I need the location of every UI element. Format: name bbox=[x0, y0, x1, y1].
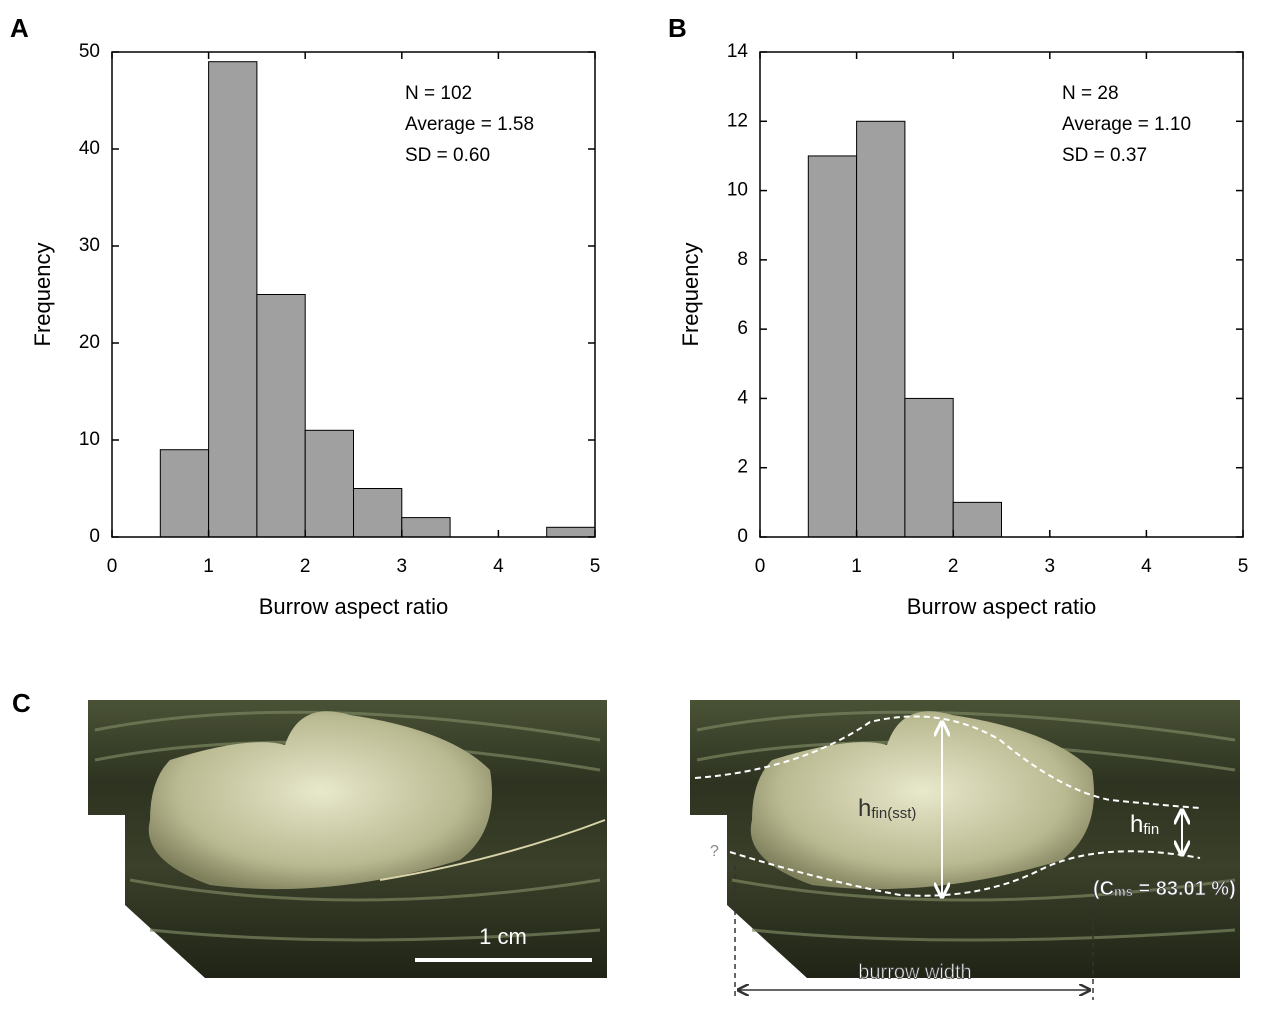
x-tick-label: 3 bbox=[397, 556, 408, 577]
y-axis-label: Frequency bbox=[30, 243, 55, 347]
h-fin-sst-label: hfin(sst) bbox=[858, 795, 916, 822]
x-tick-label: 5 bbox=[1238, 556, 1249, 577]
c-open: (C bbox=[1093, 878, 1114, 900]
y-tick-label: 10 bbox=[727, 180, 748, 201]
h-sub: fin bbox=[1143, 821, 1159, 838]
c-ms-label: (Cms = 83.01 %) bbox=[1093, 878, 1236, 900]
bar bbox=[807, 155, 858, 538]
x-axis-label: Burrow aspect ratio bbox=[259, 594, 449, 619]
annotation: Average = 1.58 bbox=[405, 114, 534, 135]
y-tick-label: 30 bbox=[79, 235, 100, 256]
annotation: SD = 0.60 bbox=[405, 145, 490, 166]
photo-left bbox=[88, 700, 607, 978]
c-sub: ms bbox=[1114, 884, 1133, 899]
x-tick-label: 3 bbox=[1045, 556, 1056, 577]
y-tick-label: 14 bbox=[727, 41, 749, 62]
y-tick-label: 4 bbox=[737, 387, 748, 408]
bar bbox=[904, 397, 954, 538]
y-tick-label: 8 bbox=[737, 249, 748, 270]
y-axis-label: Frequency bbox=[678, 243, 703, 347]
x-tick-label: 4 bbox=[1141, 556, 1152, 577]
y-tick-label: 20 bbox=[79, 332, 100, 353]
h-sub: fin(sst) bbox=[871, 805, 916, 822]
plot-frame bbox=[111, 51, 596, 538]
bar bbox=[353, 488, 403, 538]
y-tick-label: 6 bbox=[737, 318, 748, 339]
x-tick-label: 5 bbox=[590, 556, 601, 577]
scale-bar-label: 1 cm bbox=[479, 924, 527, 949]
y-tick-label: 0 bbox=[737, 526, 748, 547]
burrow-width-label: burrow width bbox=[858, 961, 971, 983]
annotation: N = 102 bbox=[405, 83, 472, 104]
bar bbox=[401, 517, 451, 538]
c-rest: = 83.01 %) bbox=[1133, 878, 1236, 900]
y-tick-label: 2 bbox=[737, 457, 748, 478]
panel-label: B bbox=[668, 13, 687, 43]
bar bbox=[856, 120, 906, 538]
bar bbox=[304, 429, 355, 538]
x-tick-label: 4 bbox=[493, 556, 504, 577]
y-tick-label: 0 bbox=[89, 526, 100, 547]
bar bbox=[208, 61, 258, 538]
x-tick-label: 0 bbox=[107, 556, 118, 577]
x-tick-label: 2 bbox=[948, 556, 959, 577]
y-tick-label: 10 bbox=[79, 429, 100, 450]
bar bbox=[159, 449, 210, 538]
y-tick-label: 40 bbox=[79, 138, 100, 159]
x-tick-label: 1 bbox=[203, 556, 214, 577]
x-tick-label: 0 bbox=[755, 556, 766, 577]
y-tick-label: 12 bbox=[727, 110, 748, 131]
bar bbox=[546, 526, 596, 538]
photo-right bbox=[690, 700, 1240, 1000]
panel-label: C bbox=[12, 688, 31, 718]
bar bbox=[256, 294, 306, 538]
annotation: SD = 0.37 bbox=[1062, 145, 1147, 166]
annotation: Average = 1.10 bbox=[1062, 114, 1191, 135]
h-fin-label: hfin bbox=[1130, 811, 1159, 838]
bar bbox=[952, 501, 1003, 538]
unknown-mark: ? bbox=[710, 843, 719, 860]
y-tick-label: 50 bbox=[79, 41, 100, 62]
panel-label: A bbox=[10, 13, 29, 43]
h-base: h bbox=[1130, 811, 1143, 838]
plot-frame bbox=[759, 51, 1244, 538]
annotation: N = 28 bbox=[1062, 83, 1119, 104]
x-tick-label: 2 bbox=[300, 556, 311, 577]
h-base: h bbox=[858, 795, 871, 822]
x-tick-label: 1 bbox=[851, 556, 862, 577]
x-axis-label: Burrow aspect ratio bbox=[907, 594, 1097, 619]
